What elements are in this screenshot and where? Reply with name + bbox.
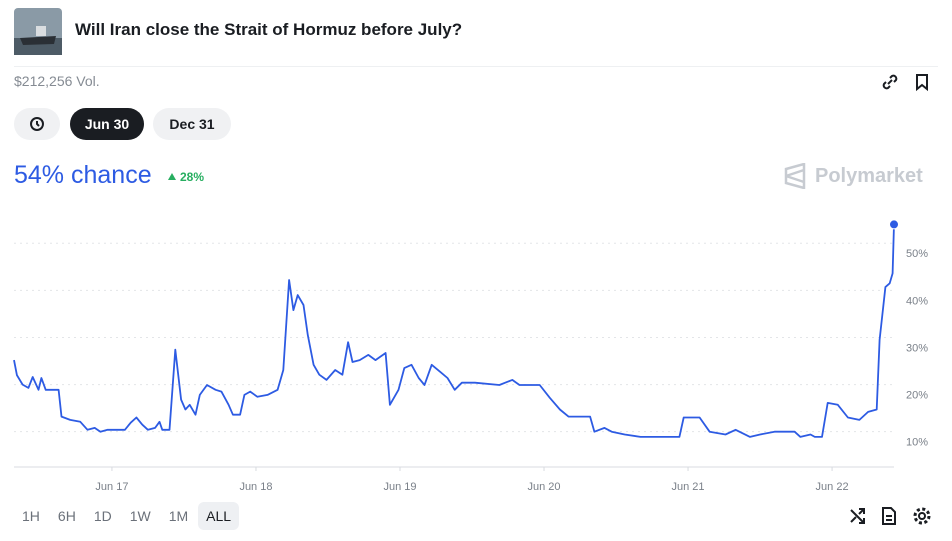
range-tab[interactable]: 1D: [93, 508, 112, 524]
document-button[interactable]: [880, 506, 898, 526]
y-tick-label: 20%: [906, 389, 928, 401]
divider: [14, 66, 938, 67]
x-tick-label: Jun 17: [95, 481, 128, 493]
range-tab[interactable]: 6H: [57, 508, 76, 524]
last-point: [889, 219, 899, 230]
up-arrow: [168, 173, 176, 180]
range-tabs: 1H 6H 1D 1W 1M ALL: [14, 502, 240, 530]
range-tab[interactable]: ALL: [198, 502, 240, 530]
range-tab[interactable]: 1W: [129, 508, 151, 524]
y-tick-label: 30%: [906, 342, 928, 354]
date-tab[interactable]: Dec 31: [153, 108, 231, 140]
shuffle-button[interactable]: [848, 506, 868, 526]
x-tick-label: Jun 20: [528, 481, 561, 493]
volume: $212,256 Vol.: [14, 73, 100, 89]
y-tick-label: 40%: [906, 295, 928, 307]
history-button[interactable]: [14, 108, 60, 140]
date-tab[interactable]: Jun 30: [70, 108, 144, 140]
x-tick-label: Jun 19: [383, 481, 416, 493]
link-button[interactable]: [880, 72, 900, 92]
x-tick-label: Jun 18: [239, 481, 272, 493]
bookmark-button[interactable]: [913, 72, 931, 92]
range-tab[interactable]: 1H: [22, 508, 40, 524]
settings-button[interactable]: [911, 505, 933, 527]
x-tick-label: Jun 22: [816, 481, 849, 493]
change: 28%: [180, 170, 205, 184]
brand-name: Polymarket: [815, 164, 923, 187]
range-tab[interactable]: 1M: [168, 508, 189, 524]
market-title: Will Iran close the Strait of Hormuz bef…: [75, 20, 463, 39]
brand: Polymarket: [783, 163, 923, 189]
price-line: [13, 224, 895, 438]
chance: 54% chance: [14, 161, 152, 189]
y-tick-label: 10%: [906, 437, 928, 449]
x-tick-label: Jun 21: [672, 481, 705, 493]
market-image: [14, 8, 62, 55]
y-tick-label: 50%: [906, 248, 928, 260]
